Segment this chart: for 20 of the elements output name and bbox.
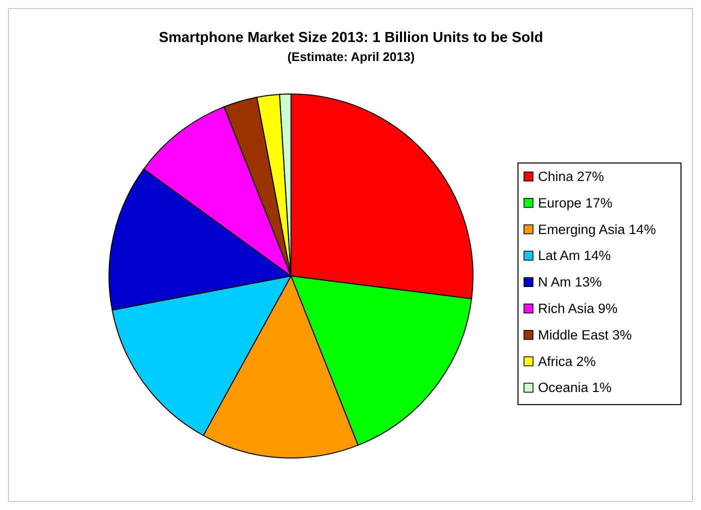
legend-label: Middle East xyxy=(538,327,609,342)
data-label: 17% xyxy=(585,195,612,210)
legend-label: Oceania xyxy=(538,380,588,396)
chart-subtitle: (Estimate: April 2013) xyxy=(287,50,415,64)
data-label: 2% xyxy=(576,354,596,369)
data-label: 14% xyxy=(628,222,656,237)
data-label: 9% xyxy=(598,301,618,316)
chart-title: Smartphone Market Size 2013: 1 Billion Units to be Sold xyxy=(158,30,544,46)
data-label: 3% xyxy=(612,327,632,342)
legend-label: Africa xyxy=(538,354,573,369)
legend-label: Lat Am xyxy=(538,248,580,264)
data-label: 13% xyxy=(574,274,602,290)
data-label: 14% xyxy=(584,248,611,264)
legend-label: China xyxy=(538,169,574,184)
legend-label: Emerging Asia xyxy=(538,222,626,237)
legend-label: Europe xyxy=(538,195,582,210)
data-label: 1% xyxy=(592,380,612,396)
legend-label: Rich Asia xyxy=(538,301,594,316)
data-label: 27% xyxy=(577,169,604,184)
legend-label: N Am xyxy=(538,274,572,290)
